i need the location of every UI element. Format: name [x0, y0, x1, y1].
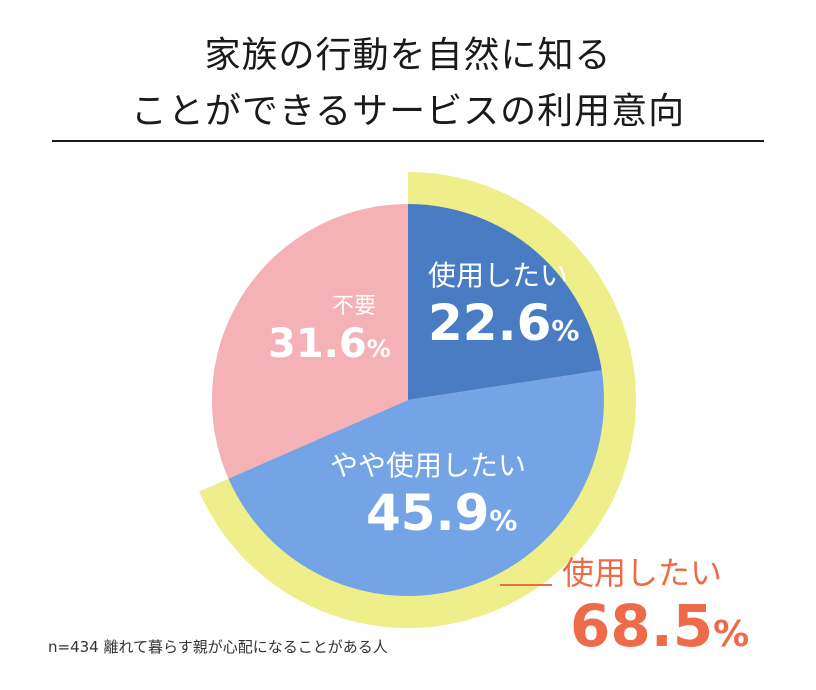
slice-value-use-percent: %: [551, 314, 579, 347]
title-underline: [52, 140, 764, 142]
slice-value-somewhat-use-number: 45.9: [366, 484, 489, 542]
slice-value-use: 22.6%: [428, 294, 579, 352]
slice-somewhat-use: [228, 370, 604, 596]
slice-value-use-number: 22.6: [428, 294, 551, 352]
slice-use: [408, 204, 602, 400]
title-line-1: 家族の行動を自然に知る: [204, 35, 612, 76]
total-value: 68.5%: [570, 592, 749, 660]
slice-value-somewhat-use-percent: %: [489, 504, 517, 537]
title-line-2: ことができるサービスの利用意向: [130, 91, 686, 132]
chart-title: 家族の行動を自然に知る ことができるサービスの利用意向: [0, 28, 816, 140]
slice-label-use: 使用したい: [428, 259, 568, 292]
total-leader-line: [500, 584, 552, 586]
slice-label-not-needed: 不要: [332, 294, 376, 319]
slice-not-needed: [212, 204, 408, 479]
slice-value-somewhat-use: 45.9%: [366, 484, 517, 542]
slice-label-somewhat-use: やや使用したい: [330, 449, 526, 482]
total-value-number: 68.5: [570, 592, 714, 660]
slice-value-not-needed: 31.6%: [268, 321, 391, 367]
slice-value-not-needed-percent: %: [367, 335, 391, 363]
total-label: 使用したい: [562, 554, 723, 592]
slice-value-not-needed-number: 31.6: [268, 321, 367, 367]
total-value-percent: %: [713, 614, 750, 655]
sample-note: n=434 離れて暮らす親が心配になることがある人: [48, 638, 388, 656]
